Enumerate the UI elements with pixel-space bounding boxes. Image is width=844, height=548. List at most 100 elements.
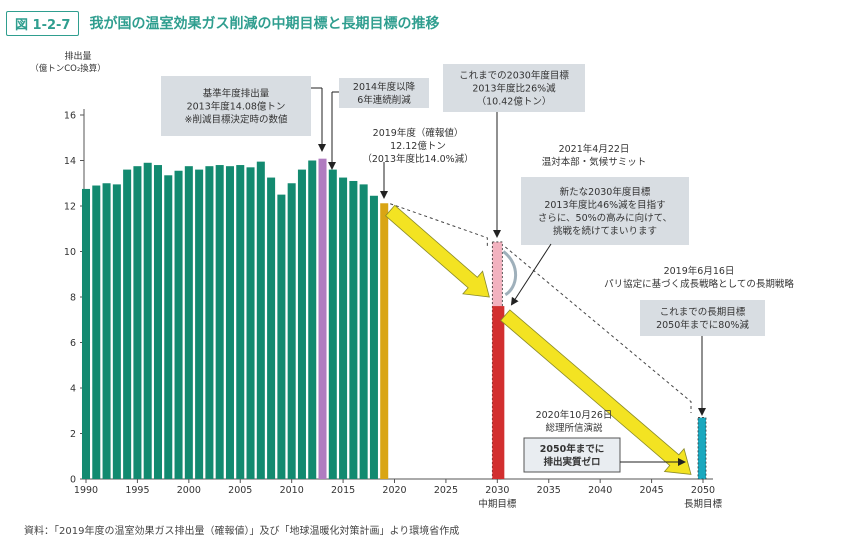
emission-bar (215, 165, 224, 480)
old-2030-callout-box (443, 64, 585, 112)
emission-bar (236, 165, 245, 480)
dashed-path-2050 (505, 246, 692, 414)
new-2030-callout-line: 2013年度比46%減を目指す (544, 199, 665, 211)
reduction-arrow-2050 (500, 309, 692, 475)
x-tick-label: 2020 (382, 485, 406, 496)
y-tick-label: 14 (64, 156, 76, 167)
strategy-annotation: パリ協定に基づく成長戦略としての長期戦略 (604, 278, 794, 290)
latest-year-annotation: （2013年度比14.0%減） (362, 153, 473, 165)
y-tick-label: 10 (64, 247, 76, 258)
source-note: 資料：「2019年度の温室効果ガス排出量（確報値）」及び「地球温暖化対策計画」よ… (24, 526, 460, 537)
speech-annotation: 総理所信演説 (545, 422, 603, 434)
revision-curve-arrow (502, 250, 518, 297)
consecutive-callout-box (339, 78, 429, 108)
emission-bar (359, 184, 368, 479)
y-tick-label: 4 (70, 384, 76, 395)
y-tick-label: 16 (64, 111, 76, 122)
x-tick-sublabel: 長期目標 (684, 498, 723, 510)
emission-bar (246, 167, 255, 479)
emission-bar (318, 158, 327, 479)
old-2030-callout-line: 2013年度比26%減 (472, 83, 556, 95)
emission-bar (143, 162, 152, 479)
emission-bar (349, 180, 358, 479)
x-tick-label: 2005 (228, 485, 252, 496)
figure-title: 我が国の温室効果ガス削減の中期目標と長期目標の推移 (89, 16, 440, 32)
y-tick-label: 0 (70, 475, 76, 486)
new-2030-callout-line: 挑戦を続けてまいります (553, 225, 657, 237)
emission-bar (277, 194, 286, 479)
x-tick-label: 1995 (125, 485, 149, 496)
new-2030-callout-line: 新たな2030年度目標 (560, 186, 651, 198)
summit-annotation: 温対本部・気候サミット (542, 156, 647, 168)
x-tick-label: 2045 (639, 485, 663, 496)
emission-bar (308, 160, 317, 479)
target-bar-2030-new (492, 306, 505, 479)
emission-bar (112, 184, 121, 479)
strategy-annotation: 2019年6月16日 (664, 265, 735, 277)
emission-bar (81, 188, 91, 479)
x-tick-label: 2015 (331, 485, 355, 496)
emission-bar (328, 169, 337, 479)
x-tick-sublabel: 中期目標 (478, 498, 517, 510)
net-zero-callout-box (523, 437, 621, 473)
dashed-path-2030 (390, 203, 488, 247)
x-tick-label: 2010 (280, 485, 304, 496)
y-tick-label: 8 (70, 293, 76, 304)
emission-bar (164, 175, 173, 479)
emission-bar (92, 185, 101, 479)
consecutive-callout-line: 6年連続削減 (357, 94, 411, 106)
new-2030-leader (510, 243, 552, 306)
emission-bar (205, 166, 214, 479)
x-tick-label: 1990 (74, 485, 98, 496)
x-tick-label: 2035 (537, 485, 561, 496)
old-2050-callout-box (640, 300, 765, 336)
emission-bar (267, 177, 276, 479)
summit-annotation: 2021年4月22日 (559, 143, 630, 155)
emission-bar (174, 170, 183, 480)
emission-bar (339, 177, 348, 479)
emission-bar (102, 183, 111, 479)
emission-bar (184, 166, 193, 479)
net-zero-callout-line: 2050年までに (540, 443, 604, 455)
y-tick-label: 6 (70, 338, 76, 349)
emission-bar (287, 183, 296, 479)
old-2030-callout-line: （10.42億トン） (477, 96, 552, 108)
figure-number-badge: 図 1-2-7 (6, 10, 80, 36)
new-2030-callout-line: さらに、50%の高みに向けて、 (538, 212, 672, 224)
emission-bar (380, 203, 389, 479)
x-tick-label: 2050 (691, 485, 715, 496)
x-tick-label: 2000 (177, 485, 201, 496)
new-2030-callout-box (521, 177, 689, 245)
x-tick-label: 2040 (588, 485, 612, 496)
old-2030-callout-line: これまでの2030年度目標 (459, 70, 569, 82)
base-year-callout-line: ※削減目標決定時の数値 (185, 114, 288, 126)
y-tick-label: 12 (64, 202, 76, 213)
base-year-callout-box (161, 76, 311, 136)
emission-bar (256, 161, 265, 479)
emission-bar (133, 166, 142, 479)
base-year-callout-line: 2013年度14.08億トン (187, 101, 286, 113)
emission-bar (369, 195, 378, 479)
old-2050-callout-line: 2050年までに80%減 (656, 319, 749, 331)
emission-bar (297, 169, 306, 479)
emission-bar (153, 165, 162, 480)
speech-annotation: 2020年10月26日 (536, 409, 613, 421)
x-tick-label: 2030 (485, 485, 509, 496)
emission-bar (225, 166, 234, 479)
latest-year-annotation: 12.12億トン (390, 140, 446, 152)
base-year-callout-line: 基準年度排出量 (203, 88, 270, 100)
old-2050-callout-line: これまでの長期目標 (660, 306, 746, 318)
latest-year-annotation: 2019年度（確報値） (373, 127, 464, 139)
y-tick-label: 2 (70, 429, 76, 440)
target-bar-2050 (697, 417, 707, 480)
figure-header: 図 1-2-7 我が国の温室効果ガス削減の中期目標と長期目標の推移 (6, 10, 439, 36)
reduction-arrow-2030 (385, 204, 490, 298)
x-tick-label: 2025 (434, 485, 458, 496)
y-axis-label: 排出量 (64, 50, 91, 62)
emission-bar (195, 169, 204, 479)
consecutive-callout-line: 2014年度以降 (353, 81, 416, 93)
y-axis-unit-label: （億トンCO₂換算） (30, 63, 106, 74)
emission-bar (123, 169, 132, 479)
net-zero-callout-line: 排出実質ゼロ (543, 456, 600, 468)
